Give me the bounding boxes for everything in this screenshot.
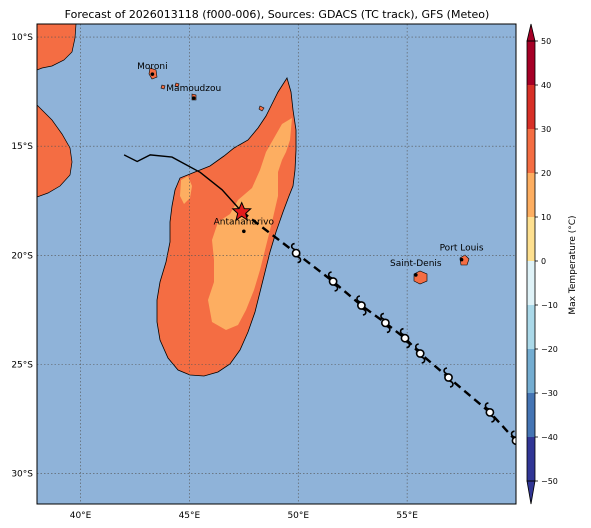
madagascar-west-patch [180,176,192,204]
colorbar-tick-label: 30 [541,125,551,134]
tropical-cyclone-icon [399,327,411,349]
colorbar-tick-label: 0 [541,257,546,266]
forecast-track-line [240,210,516,442]
colorbar-tick-label: −50 [541,477,558,486]
islet [258,105,265,112]
tropical-cyclone-icon [484,402,496,423]
africa-coast-north [37,24,77,71]
colorbar-tick-label: −10 [541,301,558,310]
colorbar-arrow-bottom [526,480,536,505]
colorbar-bin [527,129,535,173]
lon-tick-label: 50°E [287,511,309,521]
africa-coast-south [37,104,73,198]
colorbar-tick-label: 40 [541,81,551,90]
star-icon [231,201,252,222]
city-label: Saint-Denis [390,259,442,269]
tropical-cyclone-icon [356,295,367,316]
city-label: Port Louis [440,244,484,254]
tropical-cyclone-icon [443,367,454,388]
gridlines [37,24,516,504]
longitude-ticks: 40°E 45°E 50°E 55°E [70,511,419,521]
lat-tick-label: 10°S [11,33,33,43]
colorbar-bin [527,305,535,349]
lon-tick-label: 40°E [70,511,92,521]
tropical-cyclone-icon [380,312,391,334]
city-dot [459,257,464,262]
moheli-island [174,82,180,88]
city-dot [150,72,155,76]
map-title: Forecast of 2026013118 (f000-006), Sourc… [65,8,490,21]
tropical-cyclone-icon [414,343,426,364]
lon-tick-label: 55°E [396,511,418,521]
past-track-line [123,154,243,213]
reunion-island [413,270,428,285]
colorbar-bin [527,349,535,393]
colorbar-bin [527,437,535,481]
tropical-cyclone-icon [510,430,516,446]
colorbar-tick-label: −20 [541,345,558,354]
lat-tick-label: 20°S [11,251,33,261]
colorbar-tick-label: −40 [541,433,558,442]
city-markers: Moroni Mamoudzou Antananarivo Saint-Denis Po… [137,62,484,277]
lat-tick-label: 25°S [11,360,33,370]
latitude-ticks: 10°S 15°S 20°S 25°S 30°S [11,33,33,479]
city-label: Mamoudzou [166,84,221,94]
colorbar-bin [527,261,535,305]
lat-tick-label: 30°S [11,469,33,479]
madagascar-highlands [208,118,292,330]
map-frame [36,23,517,505]
city-label: Moroni [137,62,168,72]
city-dot [414,273,418,277]
anjouan-island [160,84,166,90]
city-dot [242,229,246,234]
colorbar-tick-label: 50 [541,37,551,46]
colorbar-bin [527,217,535,261]
colorbar-bin [527,41,535,85]
lon-tick-label: 45°E [179,511,201,521]
storm-symbols [290,242,516,446]
colorbar-bin [527,85,535,129]
tropical-cyclone-icon [327,271,339,292]
colorbar-tick-label: 20 [541,169,551,178]
colorbar-bin [527,393,535,437]
colorbar: 50 40 30 20 10 0 −10 −20 −30 −40 −50 [526,23,558,505]
lat-tick-label: 15°S [11,142,33,152]
colorbar-arrow-top [526,23,536,42]
city-label: Antananarivo [214,217,275,227]
tropical-cyclone-icon [290,242,302,264]
city-dot [191,96,196,100]
colorbar-tick-label: 10 [541,213,551,222]
colorbar-label: Max Temperature (°C) [568,215,578,314]
map-panel: Moroni Mamoudzou Antananarivo Saint-Denis Po… [37,24,516,504]
colorbar-tick-label: −30 [541,389,558,398]
colorbar-bin [527,173,535,217]
